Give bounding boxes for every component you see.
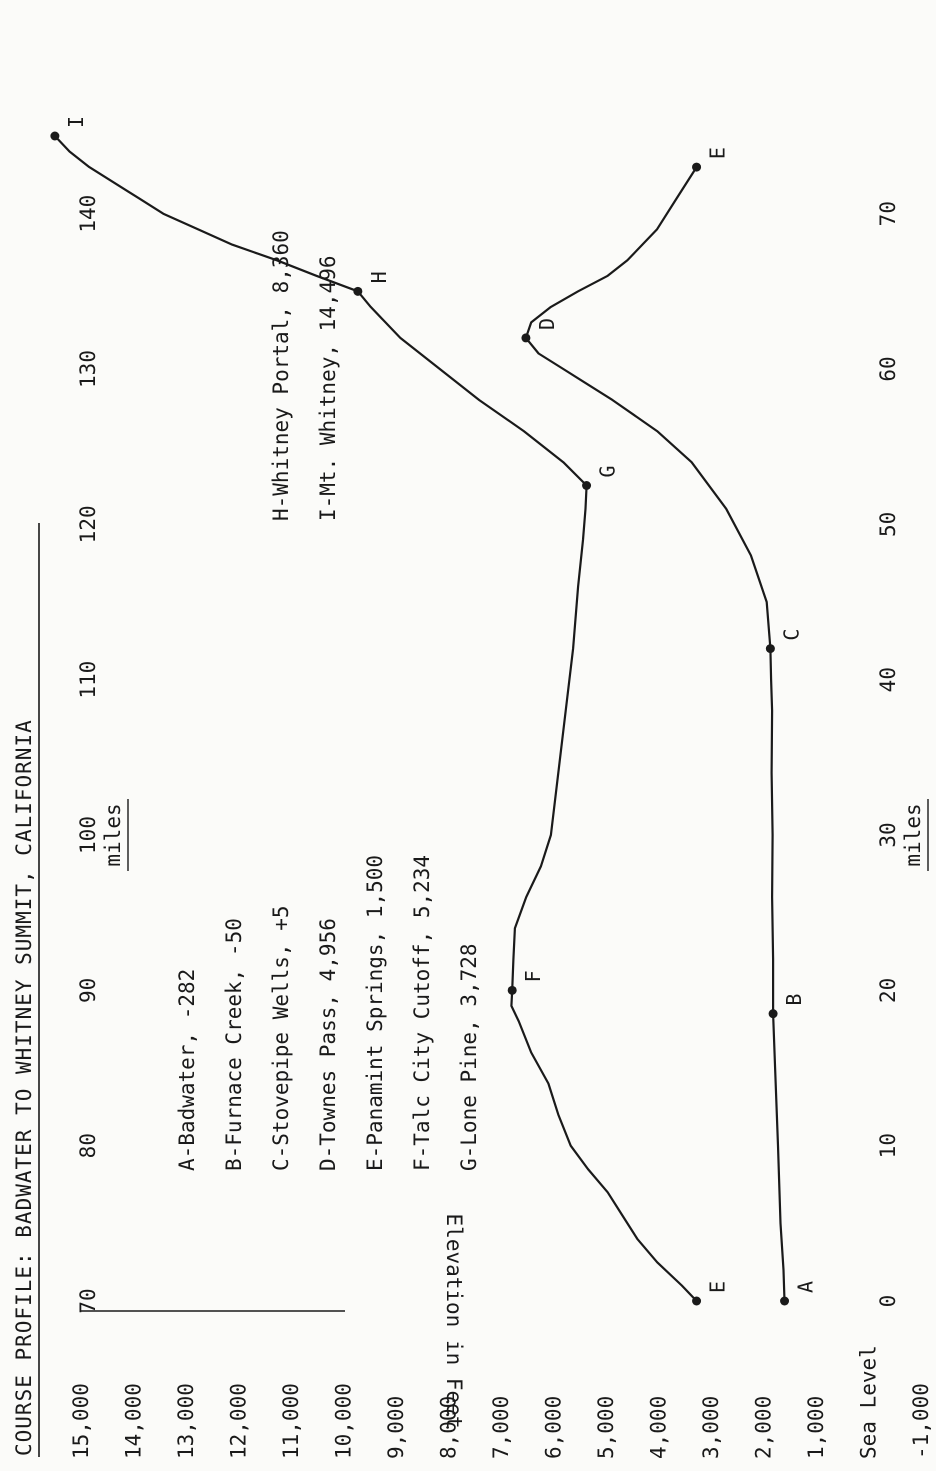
y-axis-title-group: Elevation in Feet bbox=[80, 1214, 466, 1429]
legend-entry: B-Furnace Creek, -50 bbox=[222, 918, 246, 1171]
waypoint-label: E bbox=[706, 147, 730, 159]
top-x-axis: 70 80 90 100 110 120 130 140 bbox=[76, 195, 100, 1314]
bottom-x-tick-label: 60 bbox=[876, 356, 900, 381]
waypoint-marker bbox=[582, 481, 592, 490]
y-tick-label: 2,000 bbox=[752, 1396, 776, 1459]
legend-entry: C-Stovepipe Wells, +5 bbox=[269, 905, 293, 1171]
chart-title: COURSE PROFILE: BADWATER TO WHITNEY SUMM… bbox=[12, 719, 36, 1456]
bottom-x-tick-label: 40 bbox=[876, 667, 900, 692]
waypoint-label: B bbox=[782, 994, 806, 1006]
legend-entry: D-Townes Pass, 4,956 bbox=[316, 918, 340, 1171]
y-tick-label: 4,000 bbox=[647, 1396, 671, 1459]
waypoint-label: E bbox=[706, 1281, 730, 1293]
waypoint-marker bbox=[692, 162, 702, 172]
bottom-x-tick-label: 30 bbox=[876, 822, 900, 847]
y-tick-label: 1,000 bbox=[804, 1396, 828, 1459]
waypoint-marker bbox=[521, 333, 531, 343]
profile-line-bottom bbox=[524, 166, 786, 1302]
top-x-tick-label: 70 bbox=[76, 1288, 100, 1313]
top-x-tick-label: 90 bbox=[76, 978, 100, 1003]
profile-series: A B C D E E F G H I bbox=[50, 116, 818, 1306]
bottom-x-axis: 0 10 20 30 40 50 60 70 bbox=[876, 201, 900, 1307]
y-tick-label: 13,000 bbox=[174, 1383, 198, 1459]
y-tick-label: 9,000 bbox=[384, 1396, 408, 1459]
waypoint-marker bbox=[507, 985, 517, 995]
waypoint-label: A bbox=[794, 1281, 818, 1293]
top-x-tick-label: 80 bbox=[76, 1133, 100, 1158]
legend-entry: F-Talc City Cutoff, 5,234 bbox=[410, 855, 434, 1171]
waypoint-marker bbox=[768, 1009, 778, 1019]
legend-entry: E-Panamint Springs, 1,500 bbox=[363, 855, 387, 1171]
y-axis-labels: 15,000 14,000 13,000 12,000 11,000 10,000 9,00… bbox=[69, 1345, 933, 1459]
y-tick-label: 7,000 bbox=[489, 1396, 513, 1459]
y-tick-label: 15,000 bbox=[69, 1383, 93, 1459]
waypoint-label: D bbox=[535, 318, 559, 330]
legend-entry: G-Lone Pine, 3,728 bbox=[457, 943, 481, 1171]
waypoint-legend: A-Badwater, -282 B-Furnace Creek, -50 C-St… bbox=[175, 230, 481, 1171]
y-tick-label: 14,000 bbox=[122, 1383, 146, 1459]
y-tick-label: 5,000 bbox=[594, 1396, 618, 1459]
bottom-x-tick-label: 50 bbox=[876, 512, 900, 537]
y-tick-label: 11,000 bbox=[279, 1383, 303, 1459]
legend-entry: H-Whitney Portal, 8,360 bbox=[269, 230, 293, 521]
top-x-tick-label: 100 bbox=[76, 816, 100, 854]
top-x-tick-label: 130 bbox=[76, 350, 100, 388]
y-tick-label: 8,000 bbox=[437, 1396, 461, 1459]
waypoint-label: F bbox=[521, 970, 545, 982]
y-tick-label: -1,000 bbox=[909, 1383, 933, 1459]
top-x-tick-label: 110 bbox=[76, 661, 100, 699]
legend-entry: I-Mt. Whitney, 14,496 bbox=[316, 255, 340, 521]
bottom-x-tick-label: 0 bbox=[876, 1295, 900, 1308]
waypoint-marker bbox=[692, 1296, 702, 1306]
y-tick-label: Sea Level bbox=[857, 1345, 881, 1459]
y-tick-label: 6,000 bbox=[542, 1396, 566, 1459]
y-axis-title: Elevation in Feet bbox=[442, 1214, 466, 1429]
bottom-x-tick-label: 70 bbox=[876, 201, 900, 226]
waypoint-marker bbox=[353, 286, 363, 296]
top-x-tick-label: 140 bbox=[76, 195, 100, 233]
bottom-x-tick-label: 20 bbox=[876, 978, 900, 1003]
bottom-x-axis-caption: miles bbox=[901, 803, 925, 866]
waypoint-marker bbox=[50, 131, 60, 141]
y-tick-label: 10,000 bbox=[332, 1383, 356, 1459]
profile-line-top bbox=[54, 135, 698, 1302]
y-tick-label: 3,000 bbox=[699, 1396, 723, 1459]
waypoint-label: C bbox=[779, 629, 803, 641]
waypoint-label: I bbox=[64, 116, 88, 128]
waypoint-marker bbox=[780, 1296, 790, 1306]
bottom-x-tick-label: 10 bbox=[876, 1133, 900, 1158]
y-tick-label: 12,000 bbox=[227, 1383, 251, 1459]
waypoint-label: H bbox=[367, 271, 391, 283]
top-x-axis-caption: miles bbox=[101, 803, 125, 866]
waypoint-label: G bbox=[596, 465, 620, 477]
legend-entry: A-Badwater, -282 bbox=[175, 969, 199, 1171]
top-x-tick-label: 120 bbox=[76, 505, 100, 543]
waypoint-marker bbox=[765, 644, 775, 654]
